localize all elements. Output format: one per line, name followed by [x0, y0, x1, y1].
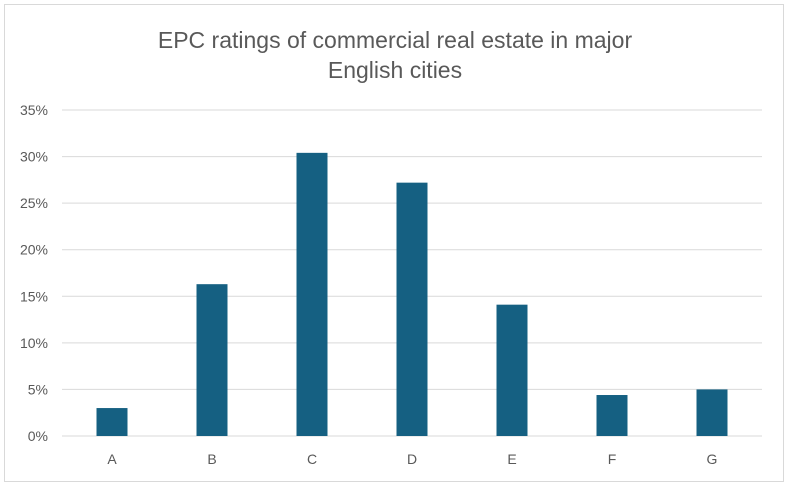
y-tick-label: 25%	[20, 195, 48, 211]
bar-b	[196, 284, 228, 436]
y-tick-label: 30%	[20, 149, 48, 165]
x-tick-label: B	[207, 451, 216, 467]
bar-g	[696, 389, 728, 436]
bar-d	[396, 182, 428, 436]
bar-e	[496, 304, 528, 436]
x-tick-label: F	[608, 451, 617, 467]
y-tick-label: 35%	[20, 102, 48, 118]
y-tick-label: 5%	[28, 381, 48, 397]
chart-title: EPC ratings of commercial real estate in…	[5, 25, 785, 85]
x-tick-label: D	[407, 451, 417, 467]
bar-c	[296, 152, 328, 437]
y-tick-label: 10%	[20, 335, 48, 351]
y-tick-label: 20%	[20, 242, 48, 258]
y-tick-label: 0%	[28, 428, 48, 444]
chart-title-line-2: English cities	[327, 57, 463, 83]
x-tick-label: G	[707, 451, 718, 467]
bar-f	[596, 395, 628, 436]
y-tick-label: 15%	[20, 288, 48, 304]
chart-frame: EPC ratings of commercial real estate in…	[4, 4, 784, 482]
x-tick-label: C	[307, 451, 317, 467]
bar-a	[96, 408, 128, 436]
chart-title-line-1: EPC ratings of commercial real estate in…	[157, 27, 633, 53]
x-tick-label: E	[507, 451, 516, 467]
x-tick-label: A	[107, 451, 117, 467]
